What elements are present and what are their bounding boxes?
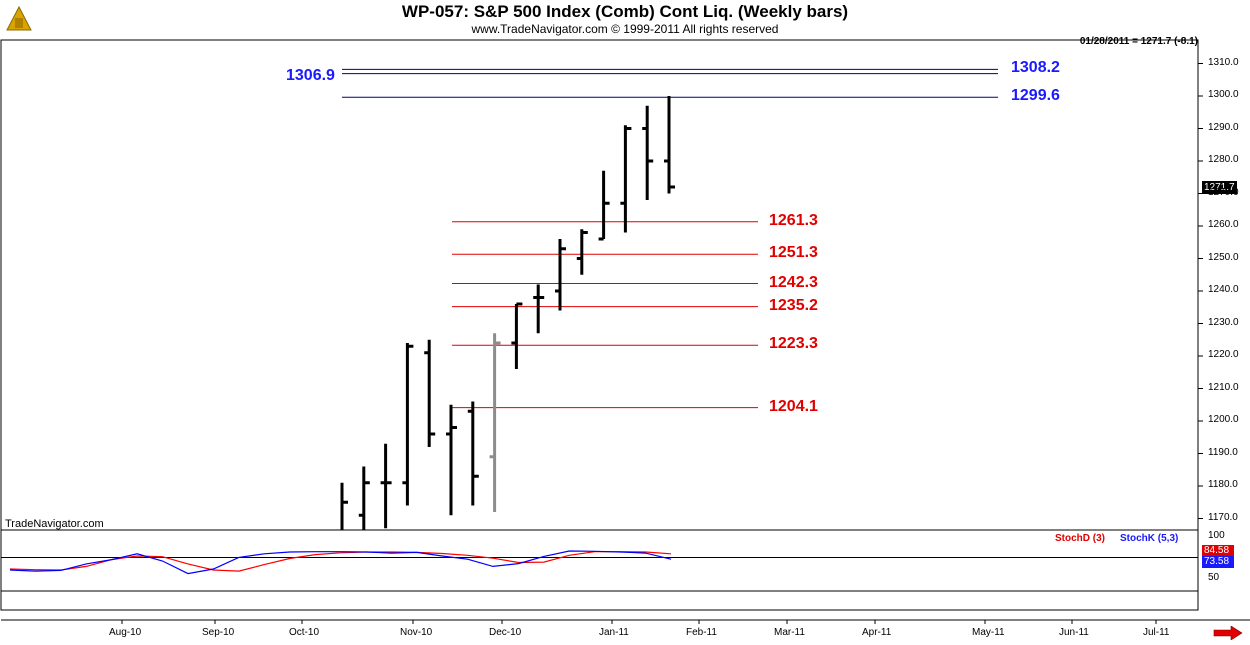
x-tick-label: Jul-11 [1143,627,1170,638]
stoch-y-tick-label: 100 [1208,530,1225,541]
stochk-line [9,550,672,575]
indicator-panel-border [0,529,1199,611]
level-label: 1261.3 [769,211,818,229]
y-tick-label: 1170.0 [1208,511,1238,523]
y-tick-label: 1210.0 [1208,381,1239,393]
chart-title: WP-057: S&P 500 Index (Comb) Cont Liq. (… [401,2,849,21]
y-tick-label: 1260.0 [1208,219,1239,230]
legend-stochd: StochD (3) [1055,533,1105,544]
y-tick-label: 1180.0 [1208,479,1238,490]
chart-frame [0,39,1250,624]
level-label: 1204.1 [769,397,818,415]
y-tick-label: 1230.0 [1208,316,1239,328]
y-tick-label: 1280.0 [1208,154,1239,165]
x-tick-label: Oct-10 [289,627,320,638]
legend-stochk: StochK (5,3) [1120,533,1179,544]
x-tick-label: Nov-10 [400,627,433,638]
level-label: 1308.2 [1011,59,1060,77]
last-price-box: 1271.7 [1202,181,1237,194]
x-tick-label: Jan-11 [599,627,629,638]
level-label: 1242.3 [769,273,818,291]
y-tick-label: 1240.0 [1208,284,1239,295]
level-label: 1251.3 [769,244,818,262]
y-tick-label: 1190.0 [1208,446,1238,458]
ohlc-bars [340,96,675,530]
scroll-right-arrow-icon[interactable] [1213,625,1243,645]
status-readout: 01/28/2011 = 1271.7 (-8.1) [1079,36,1198,47]
x-tick-label: Mar-11 [774,627,805,638]
y-tick-label: 1250.0 [1208,251,1239,263]
stochd-line [9,551,672,572]
y-tick-label: 1270.0 [1208,186,1239,198]
x-tick-label: Dec-10 [489,627,522,638]
stochastic-panel [1,550,1198,592]
y-tick-label: 1200.0 [1208,414,1239,425]
stochk-last-value: 73.58 [1202,556,1234,568]
x-tick-label: Aug-10 [109,627,142,638]
level-label: 1306.9 [286,66,335,84]
copyright-subtitle: www.TradeNavigator.com © 1999-2011 All r… [471,22,779,36]
level-label: 1235.2 [769,296,818,314]
level-label: 1299.6 [1011,87,1060,105]
y-tick-label: 1290.0 [1208,121,1239,133]
x-tick-label: Sep-10 [202,627,235,638]
stoch-y-tick-label: 50 [1208,572,1220,583]
price-panel-border [0,39,1199,531]
level-label: 1223.3 [769,335,818,353]
trade-navigator-logo-icon [4,4,34,39]
y-tick-label: 1300.0 [1208,89,1239,100]
y-tick-label: 1220.0 [1208,349,1239,360]
x-tick-label: Jun-11 [1059,627,1089,638]
stochd-last-value: 84.58 [1202,545,1234,557]
x-tick-label: Feb-11 [686,627,717,638]
x-tick-label: Apr-11 [862,627,892,638]
watermark: TradeNavigator.com [5,518,104,530]
y-tick-label: 1310.0 [1208,56,1239,68]
x-tick-label: May-11 [972,627,1005,638]
